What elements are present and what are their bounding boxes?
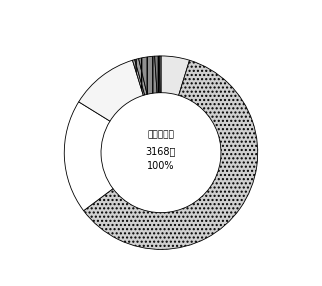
Text: 100%: 100% [147, 161, 175, 171]
Circle shape [105, 97, 217, 209]
Wedge shape [79, 60, 143, 121]
Text: 3168人: 3168人 [146, 146, 176, 156]
Wedge shape [159, 56, 161, 93]
Wedge shape [161, 56, 190, 95]
Wedge shape [132, 59, 145, 95]
Wedge shape [139, 56, 157, 94]
Wedge shape [64, 102, 113, 211]
Wedge shape [84, 60, 258, 249]
Text: 入所者総数: 入所者総数 [147, 131, 175, 140]
Wedge shape [135, 59, 147, 95]
Wedge shape [155, 56, 160, 93]
